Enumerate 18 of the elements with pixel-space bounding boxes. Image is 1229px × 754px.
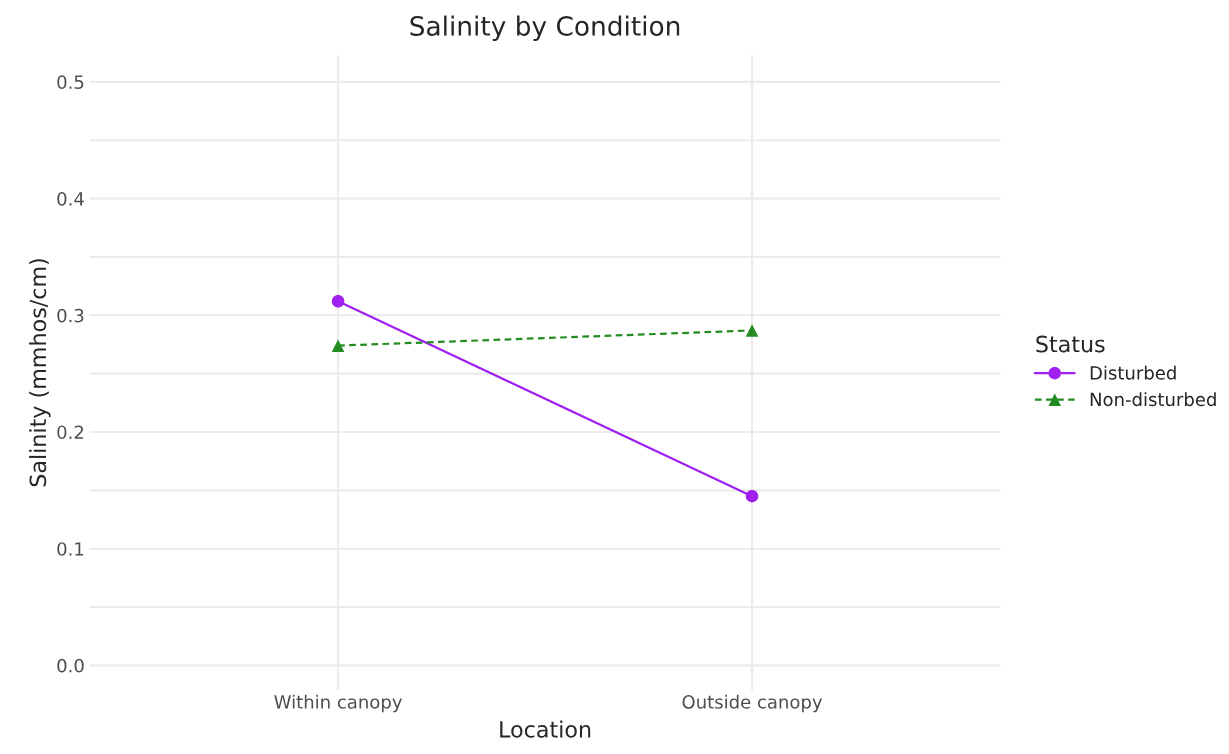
y-tick-label: 0.1 [57, 542, 84, 556]
chart-title: Salinity by Condition [410, 15, 680, 42]
point [745, 324, 759, 337]
y-tick-label: 0.4 [57, 192, 84, 206]
y-tick-label: 0.0 [57, 658, 84, 673]
y-tick-label: 0.5 [57, 75, 84, 89]
y-tick-label: 0.3 [57, 308, 84, 323]
legend-title: Status [1036, 335, 1105, 353]
point [331, 295, 345, 308]
point [745, 489, 759, 503]
y-axis-title: Salinity (mmhos/cm) [29, 259, 51, 487]
x-tick-label: Within canopy [274, 694, 402, 713]
y-tick-label: 0.2 [57, 425, 84, 440]
x-tick-label: Outside canopy [682, 694, 823, 713]
legend-label: Non-disturbed [1090, 392, 1216, 407]
x-axis-title: Location [500, 720, 591, 738]
point [331, 339, 345, 352]
legend-label: Disturbed [1090, 365, 1176, 380]
